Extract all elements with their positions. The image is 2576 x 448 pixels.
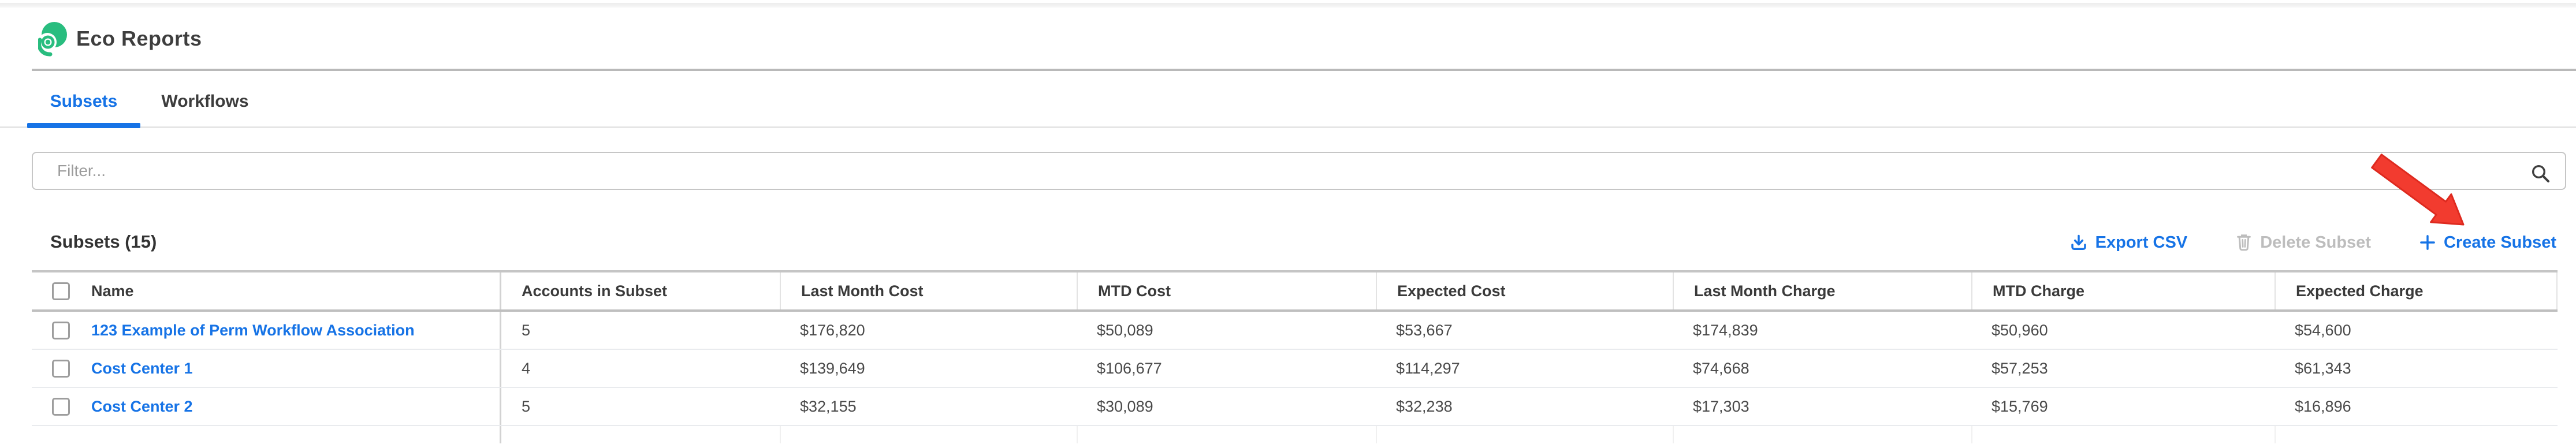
- subset-name-link[interactable]: Cost Center 1: [91, 359, 193, 377]
- header-cell-expected-charge: Expected Charge: [2275, 272, 2558, 309]
- table-row: Cost Center 1 4 $139,649 $106,677 $114,2…: [32, 350, 2558, 388]
- eco-logo-icon: [38, 22, 67, 57]
- cell-name: Cost Center 1: [32, 350, 500, 387]
- table-row-partial: [32, 426, 2558, 443]
- header-cell-last-month-charge: Last Month Charge: [1673, 272, 1971, 309]
- row-checkbox[interactable]: [52, 321, 70, 339]
- cell-last-month-charge: $17,303: [1693, 397, 1749, 415]
- header-cell-expected-cost: Expected Cost: [1376, 272, 1673, 309]
- cell-expected-charge: $61,343: [2295, 359, 2351, 377]
- subsets-table: Name Accounts in Subset Last Month Cost …: [32, 270, 2558, 443]
- cell-accounts: 5: [500, 312, 780, 349]
- table-row: Cost Center 2 5 $32,155 $30,089 $32,238 …: [32, 388, 2558, 426]
- cell-expected-charge: [2275, 426, 2558, 443]
- search-icon: [2532, 165, 2549, 182]
- export-csv-button[interactable]: Export CSV: [2070, 233, 2188, 252]
- cell-accounts: 4: [500, 350, 780, 387]
- cell-accounts: [500, 426, 780, 443]
- cell-last-month-charge: $174,839: [1693, 321, 1758, 339]
- download-icon: [2071, 234, 2086, 251]
- cell-last-month-cost: [780, 426, 1077, 443]
- cell-expected-cost: $53,667: [1396, 321, 1453, 339]
- cell-last-month-cost: $176,820: [800, 321, 865, 339]
- tabbar-divider: [0, 126, 2576, 128]
- subset-name-link[interactable]: 123 Example of Perm Workflow Association: [91, 321, 415, 339]
- cell-mtd-charge: $50,960: [1991, 321, 2048, 339]
- cell-mtd-charge: $15,769: [1991, 397, 2048, 415]
- tab-subsets[interactable]: Subsets: [50, 92, 118, 111]
- cell-mtd-cost: $106,677: [1097, 359, 1162, 377]
- cell-expected-cost: $32,238: [1396, 397, 1453, 415]
- header-cell-mtd-charge: MTD Charge: [1971, 272, 2275, 309]
- filter-input[interactable]: [32, 152, 2566, 190]
- cell-name: 123 Example of Perm Workflow Association: [32, 312, 500, 349]
- delete-subset-label: Delete Subset: [2260, 233, 2371, 252]
- cell-accounts: 5: [500, 388, 780, 425]
- column-label: Name: [91, 282, 134, 300]
- create-subset-label: Create Subset: [2443, 233, 2556, 252]
- cell-mtd-charge: $57,253: [1991, 359, 2048, 377]
- toolbar-actions: Export CSV Delete Subset Create Subset: [2070, 229, 2556, 256]
- table-header-row: Name Accounts in Subset Last Month Cost …: [32, 270, 2558, 312]
- header-cell-name: Name: [32, 272, 500, 309]
- cell-mtd-cost: [1077, 426, 1376, 443]
- cell-expected-cost: [1376, 426, 1673, 443]
- cell-mtd-cost: $30,089: [1097, 397, 1153, 415]
- cell-expected-charge: $16,896: [2295, 397, 2351, 415]
- row-checkbox[interactable]: [52, 359, 70, 378]
- select-all-checkbox[interactable]: [52, 282, 70, 300]
- red-arrow-annotation: [2371, 154, 2465, 226]
- top-shadow-band: [0, 3, 2576, 8]
- cell-mtd-cost: $50,089: [1097, 321, 1153, 339]
- trash-icon: [2237, 234, 2251, 251]
- delete-subset-button[interactable]: Delete Subset: [2236, 233, 2371, 252]
- cell-last-month-cost: $139,649: [800, 359, 865, 377]
- cell-last-month-cost: $32,155: [800, 397, 857, 415]
- cell-expected-charge: $54,600: [2295, 321, 2351, 339]
- cell-last-month-charge: $74,668: [1693, 359, 1749, 377]
- header-cell-last-month-cost: Last Month Cost: [780, 272, 1077, 309]
- active-tab-underline: [27, 123, 140, 128]
- cell-name: Cost Center 2: [32, 388, 500, 425]
- subset-name-link[interactable]: Cost Center 2: [91, 397, 193, 415]
- table-row: 123 Example of Perm Workflow Association…: [32, 312, 2558, 350]
- export-csv-label: Export CSV: [2095, 233, 2188, 252]
- plus-icon: [2420, 235, 2435, 250]
- tab-workflows[interactable]: Workflows: [161, 92, 249, 111]
- cell-expected-cost: $114,297: [1396, 359, 1460, 377]
- page-title: Eco Reports: [76, 27, 202, 50]
- cell-name: [32, 426, 500, 443]
- header-divider: [32, 69, 2576, 71]
- header-cell-mtd-cost: MTD Cost: [1077, 272, 1376, 309]
- cell-mtd-charge: [1971, 426, 2275, 443]
- header-cell-accounts: Accounts in Subset: [500, 272, 780, 309]
- subsets-count-heading: Subsets (15): [50, 232, 157, 252]
- row-checkbox[interactable]: [52, 397, 70, 416]
- create-subset-button[interactable]: Create Subset: [2419, 233, 2556, 252]
- cell-last-month-charge: [1673, 426, 1971, 443]
- tab-bar: Subsets Workflows: [27, 85, 256, 118]
